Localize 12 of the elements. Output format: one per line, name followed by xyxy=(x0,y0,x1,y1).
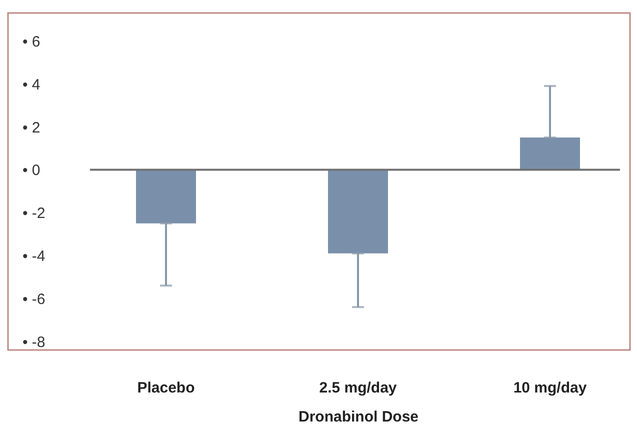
x-axis-title: Dronabinol Dose xyxy=(298,408,419,426)
x-tick-label: 2.5 mg/day xyxy=(319,380,398,396)
y-tick-label: • -6 xyxy=(22,290,46,308)
x-tick-label: 10 mg/day xyxy=(513,380,588,396)
y-tick-label: • -2 xyxy=(22,205,46,222)
y-tick-label: • 0 xyxy=(22,162,40,180)
y-tick-label: • -8 xyxy=(22,334,46,351)
y-tick-label: • 4 xyxy=(22,76,40,94)
y-tick-label: • -4 xyxy=(22,248,46,266)
x-tick-label: Placebo xyxy=(137,380,195,396)
y-tick-label: • 6 xyxy=(22,33,40,50)
y-tick-label: • 2 xyxy=(22,119,40,136)
